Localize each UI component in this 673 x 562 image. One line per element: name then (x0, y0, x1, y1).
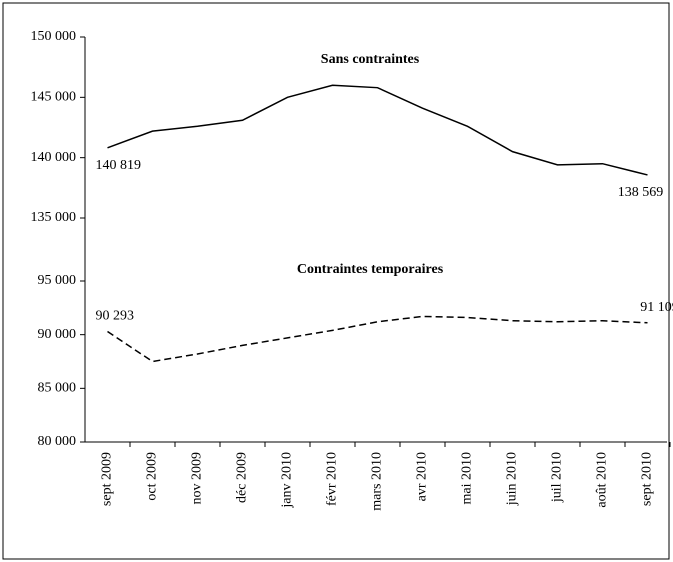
data-label: 91 109 (640, 300, 673, 315)
y-tick-label: 145 000 (31, 90, 77, 105)
panel-title: Sans contraintes (321, 52, 420, 67)
y-tick-label: 85 000 (38, 381, 77, 396)
x-tick-label: juin 2010 (505, 452, 520, 506)
y-tick-label: 95 000 (38, 273, 77, 288)
x-tick-label: sept 2009 (100, 452, 115, 506)
y-tick-label: 90 000 (38, 327, 77, 342)
data-label: 90 293 (96, 309, 135, 324)
y-tick-label: 80 000 (38, 434, 77, 449)
x-tick-label: avr 2010 (415, 452, 430, 501)
data-label: 140 819 (96, 158, 142, 173)
y-tick-label: 150 000 (31, 29, 77, 44)
x-tick-label: sept 2010 (640, 452, 655, 506)
x-tick-label: oct 2009 (145, 452, 160, 501)
x-tick-label: août 2010 (595, 452, 610, 508)
x-tick-label: nov 2009 (190, 452, 205, 505)
y-tick-label: 140 000 (31, 150, 77, 165)
data-label: 138 569 (618, 185, 664, 200)
x-tick-label: févr 2010 (325, 452, 340, 506)
x-tick-label: juil 2010 (550, 452, 565, 503)
x-tick-label: mars 2010 (370, 452, 385, 511)
series-line (107, 84, 648, 176)
y-tick-label: 135 000 (31, 210, 77, 225)
x-tick-label: janv 2010 (280, 452, 295, 509)
x-tick-label: mai 2010 (460, 452, 475, 505)
panel-title: Contraintes temporaires (297, 262, 444, 277)
x-tick-label: déc 2009 (235, 452, 250, 503)
series-line (107, 315, 648, 363)
